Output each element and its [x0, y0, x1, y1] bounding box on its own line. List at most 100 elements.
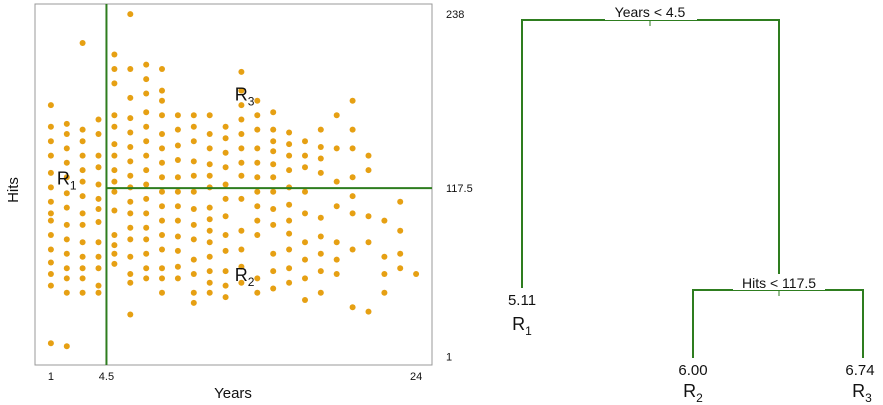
data-point	[238, 116, 245, 123]
data-point	[206, 227, 213, 234]
data-point	[174, 174, 181, 181]
data-point	[63, 174, 70, 181]
data-point	[159, 232, 165, 238]
data-point	[206, 172, 213, 179]
data-point	[143, 152, 150, 159]
data-point	[302, 275, 308, 282]
data-point	[95, 206, 102, 212]
data-point	[79, 275, 86, 282]
data-point	[238, 279, 245, 286]
data-point	[174, 157, 181, 163]
scatter-points	[47, 11, 420, 350]
data-point	[143, 210, 150, 217]
region-labels: R1 R2 R3	[57, 85, 255, 289]
data-point	[63, 265, 70, 272]
leaf-region-r3: R3	[852, 381, 872, 405]
data-point	[143, 167, 150, 174]
data-point	[349, 126, 356, 133]
data-point	[174, 203, 181, 210]
data-point	[79, 221, 86, 228]
data-point	[222, 181, 229, 188]
data-point	[270, 206, 277, 212]
data-point	[174, 263, 181, 270]
data-point	[190, 188, 197, 195]
data-point	[333, 203, 340, 210]
data-point	[365, 308, 372, 315]
decision-tree: Years < 4.5 Hits < 117.5 5.11 R1 6.00 R2…	[508, 3, 875, 405]
x-axis-label: Years	[214, 385, 252, 402]
data-point	[47, 271, 54, 277]
data-point	[143, 61, 150, 68]
data-point	[95, 282, 102, 289]
data-point	[95, 239, 102, 246]
data-point	[286, 129, 293, 136]
data-point	[127, 144, 134, 150]
data-point	[349, 174, 356, 181]
data-point	[254, 174, 261, 181]
data-point	[159, 188, 165, 195]
data-point	[397, 198, 404, 205]
data-point	[270, 250, 277, 257]
data-point	[79, 193, 86, 200]
data-point	[111, 66, 118, 72]
data-point	[365, 239, 372, 246]
data-point	[333, 239, 340, 246]
data-point	[143, 224, 150, 231]
data-point	[159, 112, 165, 119]
data-point	[206, 112, 213, 119]
data-point	[397, 265, 404, 272]
data-point	[190, 256, 197, 263]
data-point	[397, 227, 404, 234]
data-point	[286, 246, 293, 253]
y-axis-label: Hits	[5, 177, 22, 203]
data-point	[270, 109, 277, 116]
data-point	[111, 188, 118, 195]
data-point	[127, 236, 134, 243]
data-point	[95, 181, 102, 188]
data-point	[381, 289, 388, 296]
data-point	[222, 213, 229, 220]
data-point	[206, 161, 213, 168]
data-point	[159, 203, 165, 210]
data-point	[63, 275, 70, 282]
data-point	[254, 232, 261, 238]
data-point	[143, 275, 150, 282]
data-point	[365, 152, 372, 159]
data-point	[127, 115, 134, 122]
data-point	[317, 233, 324, 240]
data-point	[190, 236, 197, 243]
data-point	[222, 123, 229, 130]
data-point	[190, 206, 197, 212]
leaf-value-r1: 5.11	[508, 292, 536, 309]
data-point	[238, 263, 245, 270]
data-point	[333, 145, 340, 152]
y-tick-label: 1	[446, 351, 452, 363]
data-point	[317, 144, 324, 150]
data-point	[238, 246, 245, 253]
data-point	[127, 311, 134, 318]
data-point	[95, 219, 102, 225]
data-point	[206, 279, 213, 286]
data-point	[159, 97, 165, 104]
data-point	[302, 210, 308, 217]
data-point	[79, 40, 86, 46]
data-point	[127, 172, 134, 179]
split-lines	[105, 4, 432, 365]
data-point	[349, 193, 356, 200]
data-point	[63, 250, 70, 257]
data-point	[63, 145, 70, 152]
data-point	[349, 97, 356, 104]
x-tick-label: 24	[410, 371, 422, 383]
data-point	[270, 161, 277, 168]
tree-hits-split-label: Hits < 117.5	[742, 275, 816, 291]
data-point	[238, 68, 245, 75]
data-point	[143, 250, 150, 257]
data-point	[317, 289, 324, 296]
data-point	[79, 178, 86, 185]
data-point	[63, 221, 70, 228]
data-point	[317, 126, 324, 133]
data-point	[111, 242, 118, 249]
data-point	[190, 299, 197, 306]
data-point	[63, 204, 70, 211]
